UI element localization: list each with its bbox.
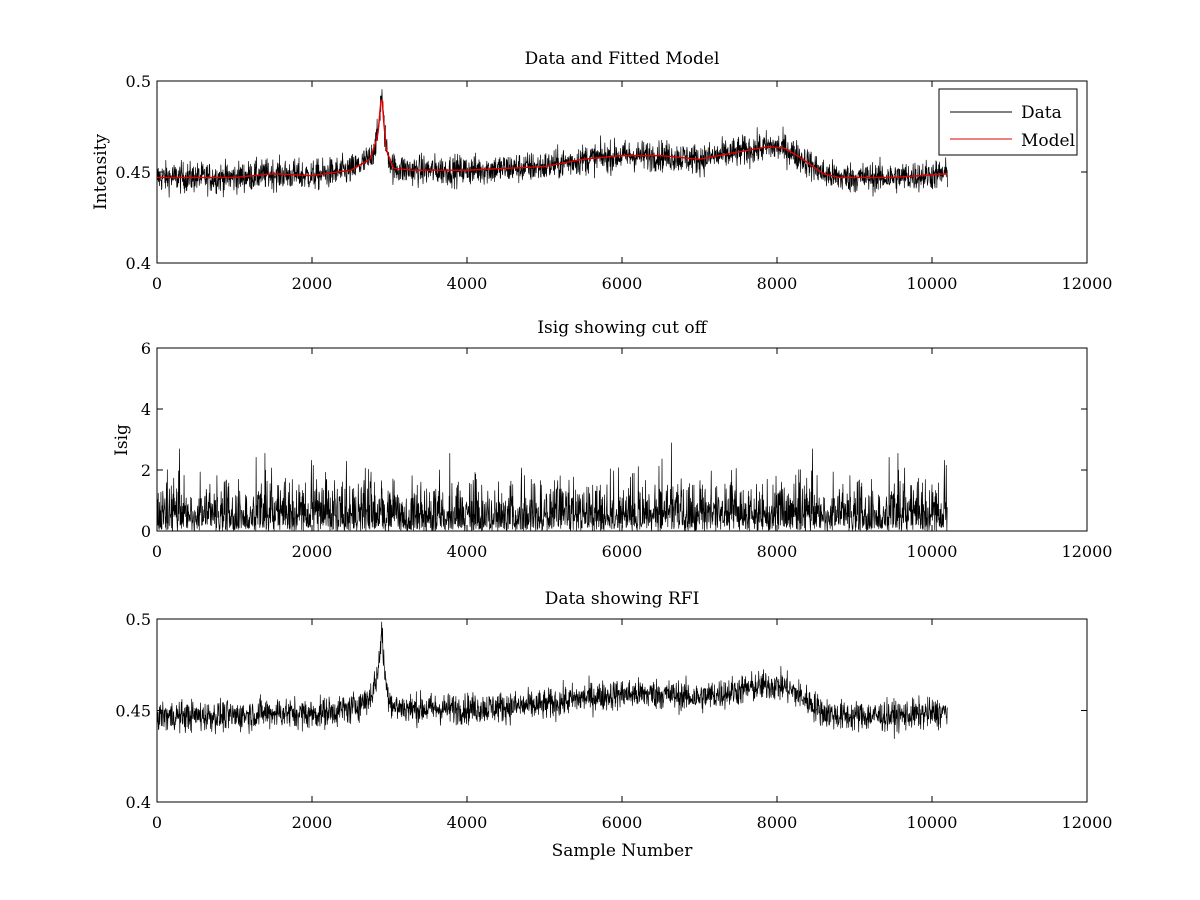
- panel-data-rfi: 0 2000 4000 6000 8000 10000 12000 0.4 0.45 0.5 Da…: [115, 589, 1112, 861]
- legend-label-data: Data: [1021, 103, 1062, 123]
- series-line-model: [157, 99, 948, 179]
- x-tick-label: 6000: [602, 813, 643, 832]
- x-tick-label: 8000: [757, 274, 798, 293]
- y-tick-label: 0.4: [126, 793, 151, 812]
- x-tick-label: 6000: [602, 274, 643, 293]
- y-tick-label: 0.45: [115, 163, 151, 182]
- legend-box: [938, 88, 1078, 156]
- panel-isig: 0 2000 4000 6000 8000 10000 12000 0 2 4 6 Isig sho…: [112, 318, 1112, 561]
- plot-traces: [156, 621, 948, 740]
- y-tick-label: 6: [141, 339, 151, 358]
- y-tick-label: 0.5: [126, 72, 151, 91]
- ticks: 0 2000 4000 6000 8000 10000 12000 0.4 0.45 0.5: [115, 72, 1112, 293]
- y-tick-label: 0.5: [126, 610, 151, 629]
- x-tick-label: 8000: [757, 542, 798, 561]
- y-tick-label: 0.45: [115, 702, 151, 721]
- y-axis-label: Isig: [112, 424, 132, 456]
- x-tick-label: 12000: [1062, 813, 1113, 832]
- x-tick-label: 4000: [447, 542, 488, 561]
- chart-title: Data and Fitted Model: [525, 49, 720, 69]
- x-tick-label: 4000: [447, 813, 488, 832]
- ticks: 0 2000 4000 6000 8000 10000 12000 0.4 0.45 0.5: [115, 610, 1112, 832]
- x-axis-label: Sample Number: [552, 841, 694, 861]
- panel-data-and-model: 0 2000 4000 6000 8000 10000 12000 0.4 0.45 0.5 Da…: [91, 49, 1112, 293]
- x-tick-label: 10000: [907, 813, 958, 832]
- x-tick-label: 2000: [292, 274, 333, 293]
- plot-traces: [156, 89, 948, 198]
- x-tick-label: 2000: [292, 813, 333, 832]
- y-tick-label: 2: [141, 461, 151, 480]
- x-tick-label: 2000: [292, 542, 333, 561]
- y-tick-label: 0: [141, 522, 151, 541]
- plot-traces: [156, 442, 948, 532]
- x-tick-label: 10000: [907, 542, 958, 561]
- x-tick-label: 0: [152, 813, 162, 832]
- ticks: 0 2000 4000 6000 8000 10000 12000 0 2 4 6: [141, 339, 1113, 561]
- x-tick-label: 8000: [757, 813, 798, 832]
- chart-title: Data showing RFI: [545, 589, 700, 609]
- x-tick-label: 12000: [1062, 542, 1113, 561]
- legend-label-model: Model: [1021, 131, 1075, 151]
- x-tick-label: 12000: [1062, 274, 1113, 293]
- y-axis-label: Intensity: [91, 134, 111, 210]
- y-tick-label: 4: [141, 400, 151, 419]
- x-tick-label: 0: [152, 542, 162, 561]
- x-tick-label: 0: [152, 274, 162, 293]
- legend: Data Model: [938, 88, 1078, 156]
- x-tick-label: 6000: [602, 542, 643, 561]
- x-tick-label: 4000: [447, 274, 488, 293]
- series-line-data: [156, 621, 948, 740]
- series-line-isig: [156, 442, 948, 532]
- y-tick-label: 0.4: [126, 254, 151, 273]
- x-tick-label: 10000: [907, 274, 958, 293]
- chart-title: Isig showing cut off: [537, 318, 708, 338]
